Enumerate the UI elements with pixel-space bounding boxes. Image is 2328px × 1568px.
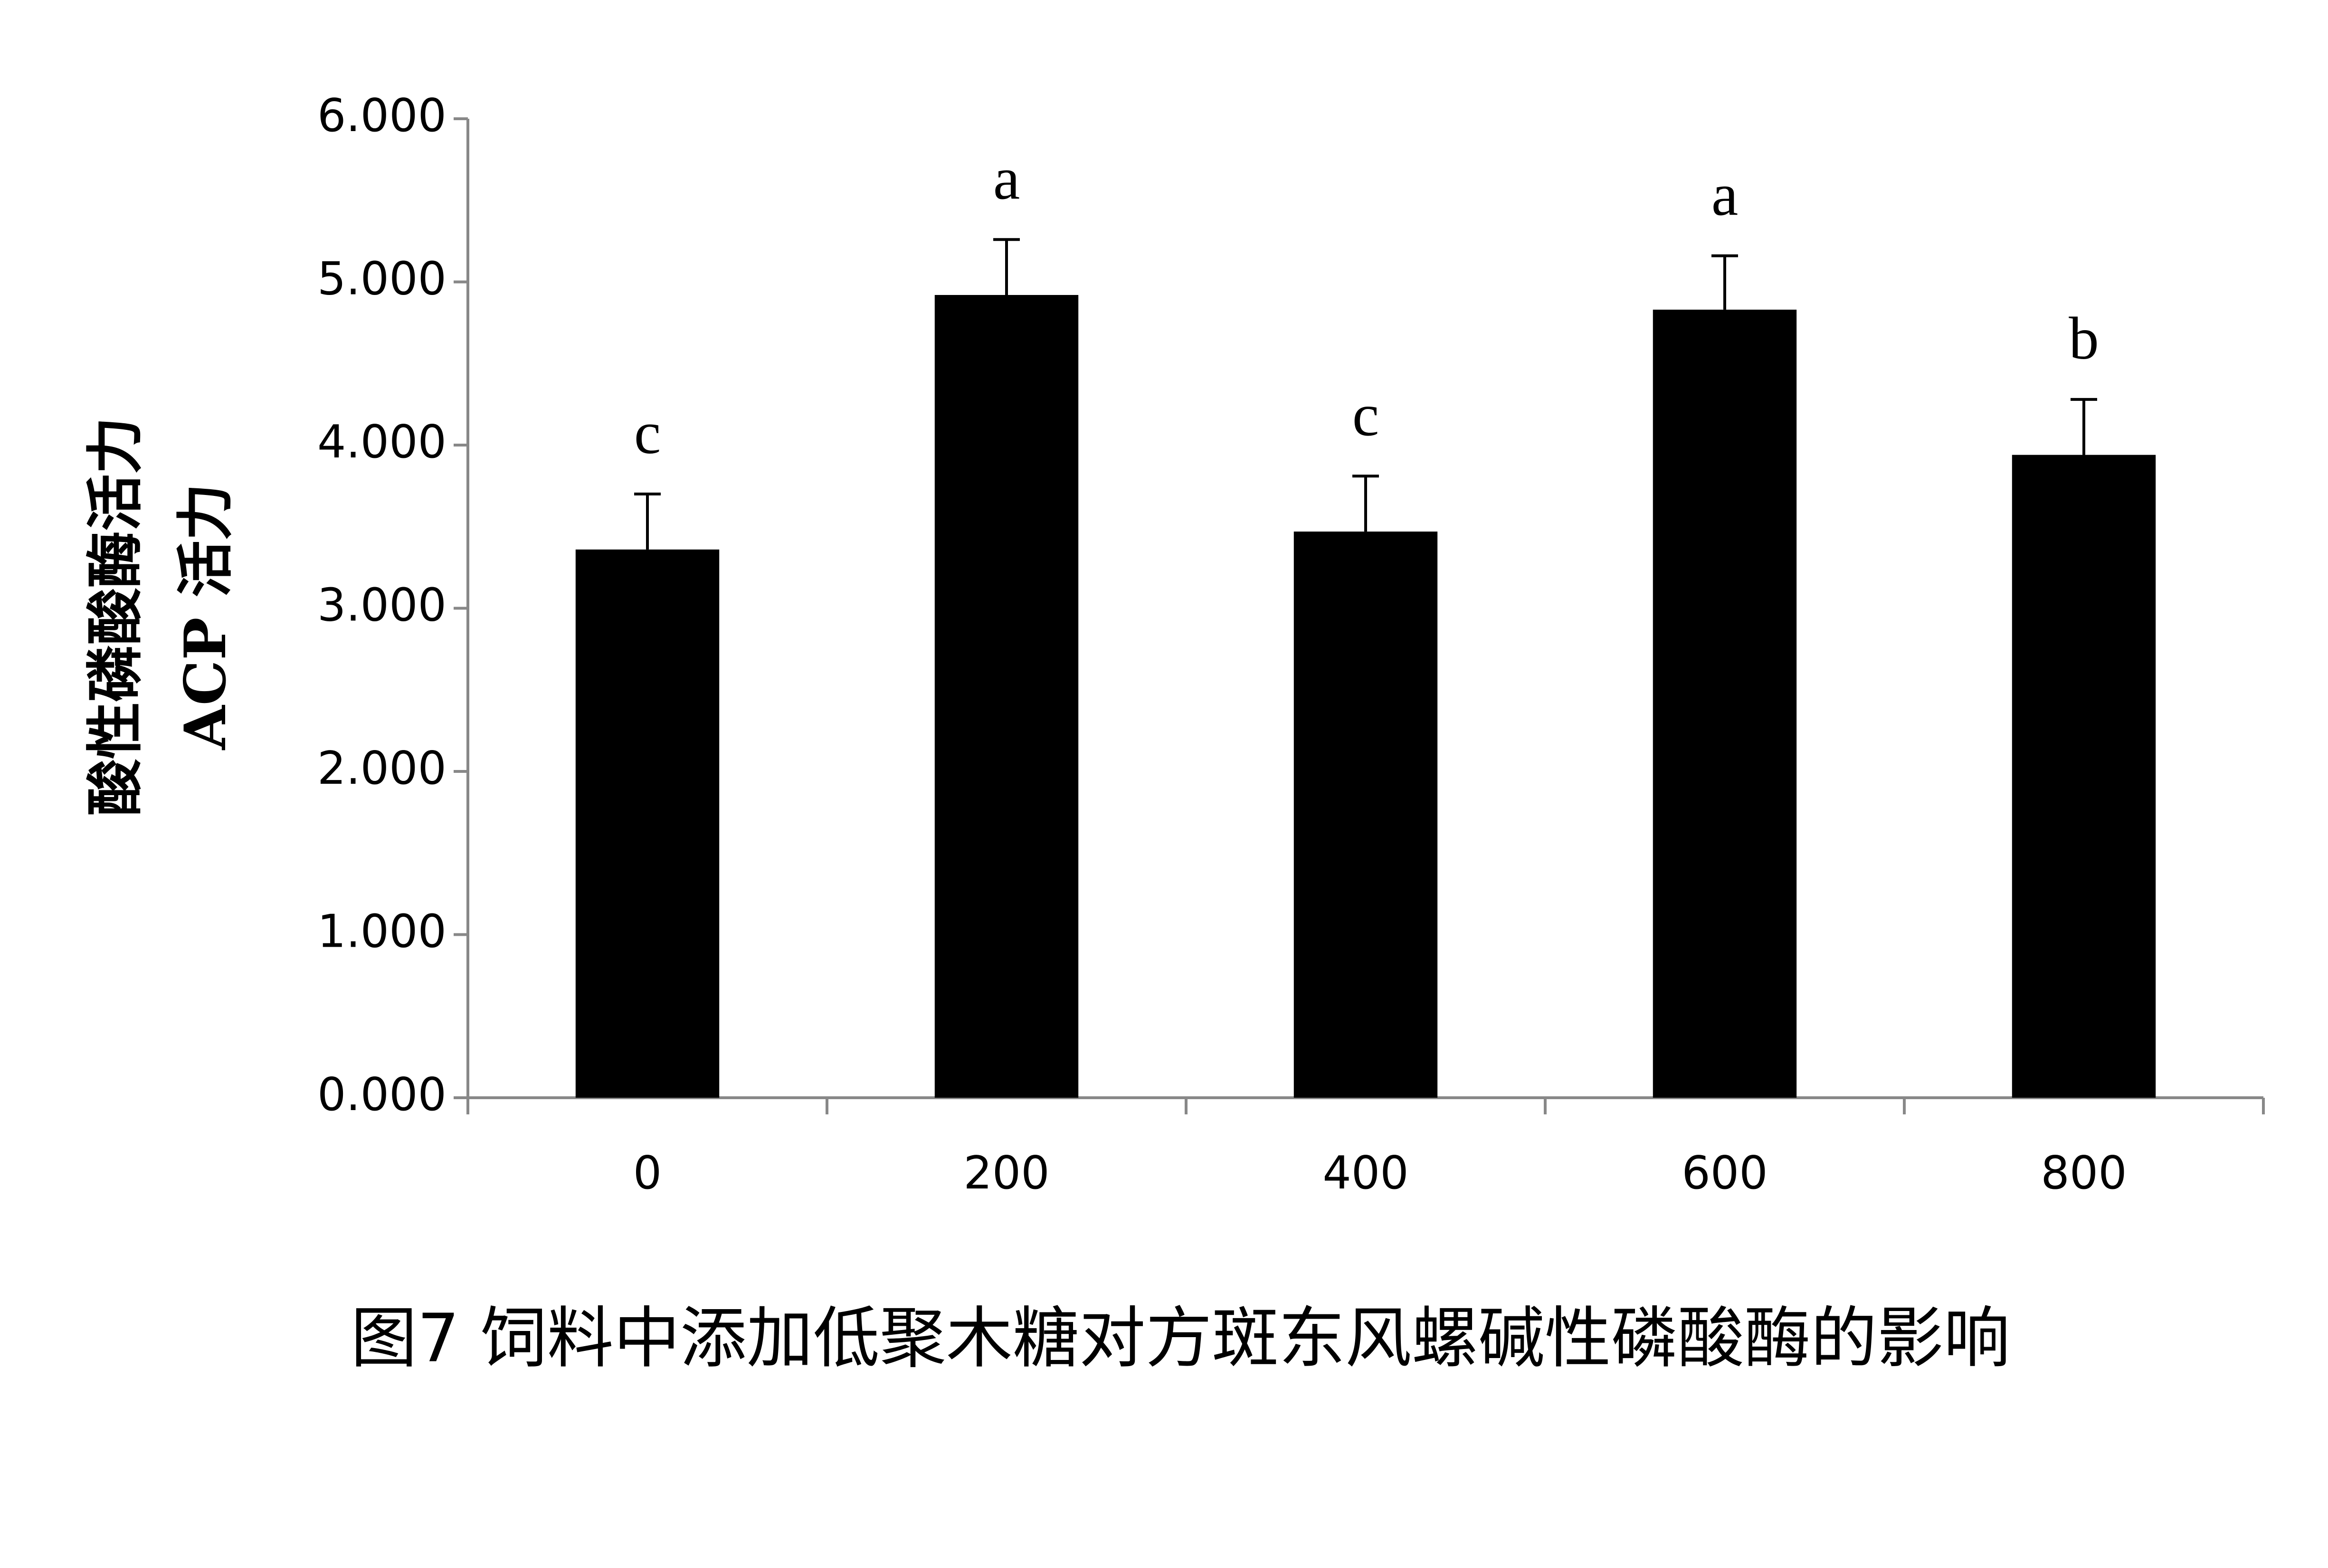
error-bar <box>634 493 661 550</box>
error-bar <box>1711 254 1738 310</box>
x-tick-label: 600 <box>1682 1147 1767 1199</box>
x-tick-label: 400 <box>1322 1147 1408 1199</box>
significance-letter: b <box>2069 305 2099 372</box>
chart-title: 图7 饲料中添加低聚木糖对方斑东风螺碱性磷酸酶的影响 <box>351 1300 2010 1378</box>
y-tick-label: 2.000 <box>317 742 447 795</box>
y-tick-label: 3.000 <box>317 579 447 631</box>
bar <box>934 295 1079 1098</box>
bar <box>1653 309 1797 1098</box>
y-axis-label: 酸性磷酸酶活力 <box>82 417 149 816</box>
significance-letter: c <box>634 400 661 466</box>
y-tick-label: 4.000 <box>317 416 447 468</box>
significance-letter: a <box>1711 162 1738 228</box>
y-tick-label: 5.000 <box>317 253 447 305</box>
bar <box>575 549 720 1098</box>
error-bar <box>993 238 1020 295</box>
x-tick-label: 800 <box>2041 1147 2127 1199</box>
x-tick-label: 0 <box>633 1147 662 1199</box>
error-bar <box>2071 398 2097 455</box>
bar <box>2012 455 2156 1098</box>
error-bar <box>1352 475 1379 532</box>
y-tick-label: 1.000 <box>317 905 447 958</box>
significance-letter: a <box>993 145 1020 212</box>
y-axis-label: ACP 活力 <box>172 484 239 751</box>
y-tick-label: 6.000 <box>317 90 447 142</box>
significance-letter: c <box>1352 382 1379 448</box>
bar <box>1293 532 1438 1098</box>
y-tick-label: 0.000 <box>317 1069 447 1121</box>
x-tick-label: 200 <box>963 1147 1049 1199</box>
